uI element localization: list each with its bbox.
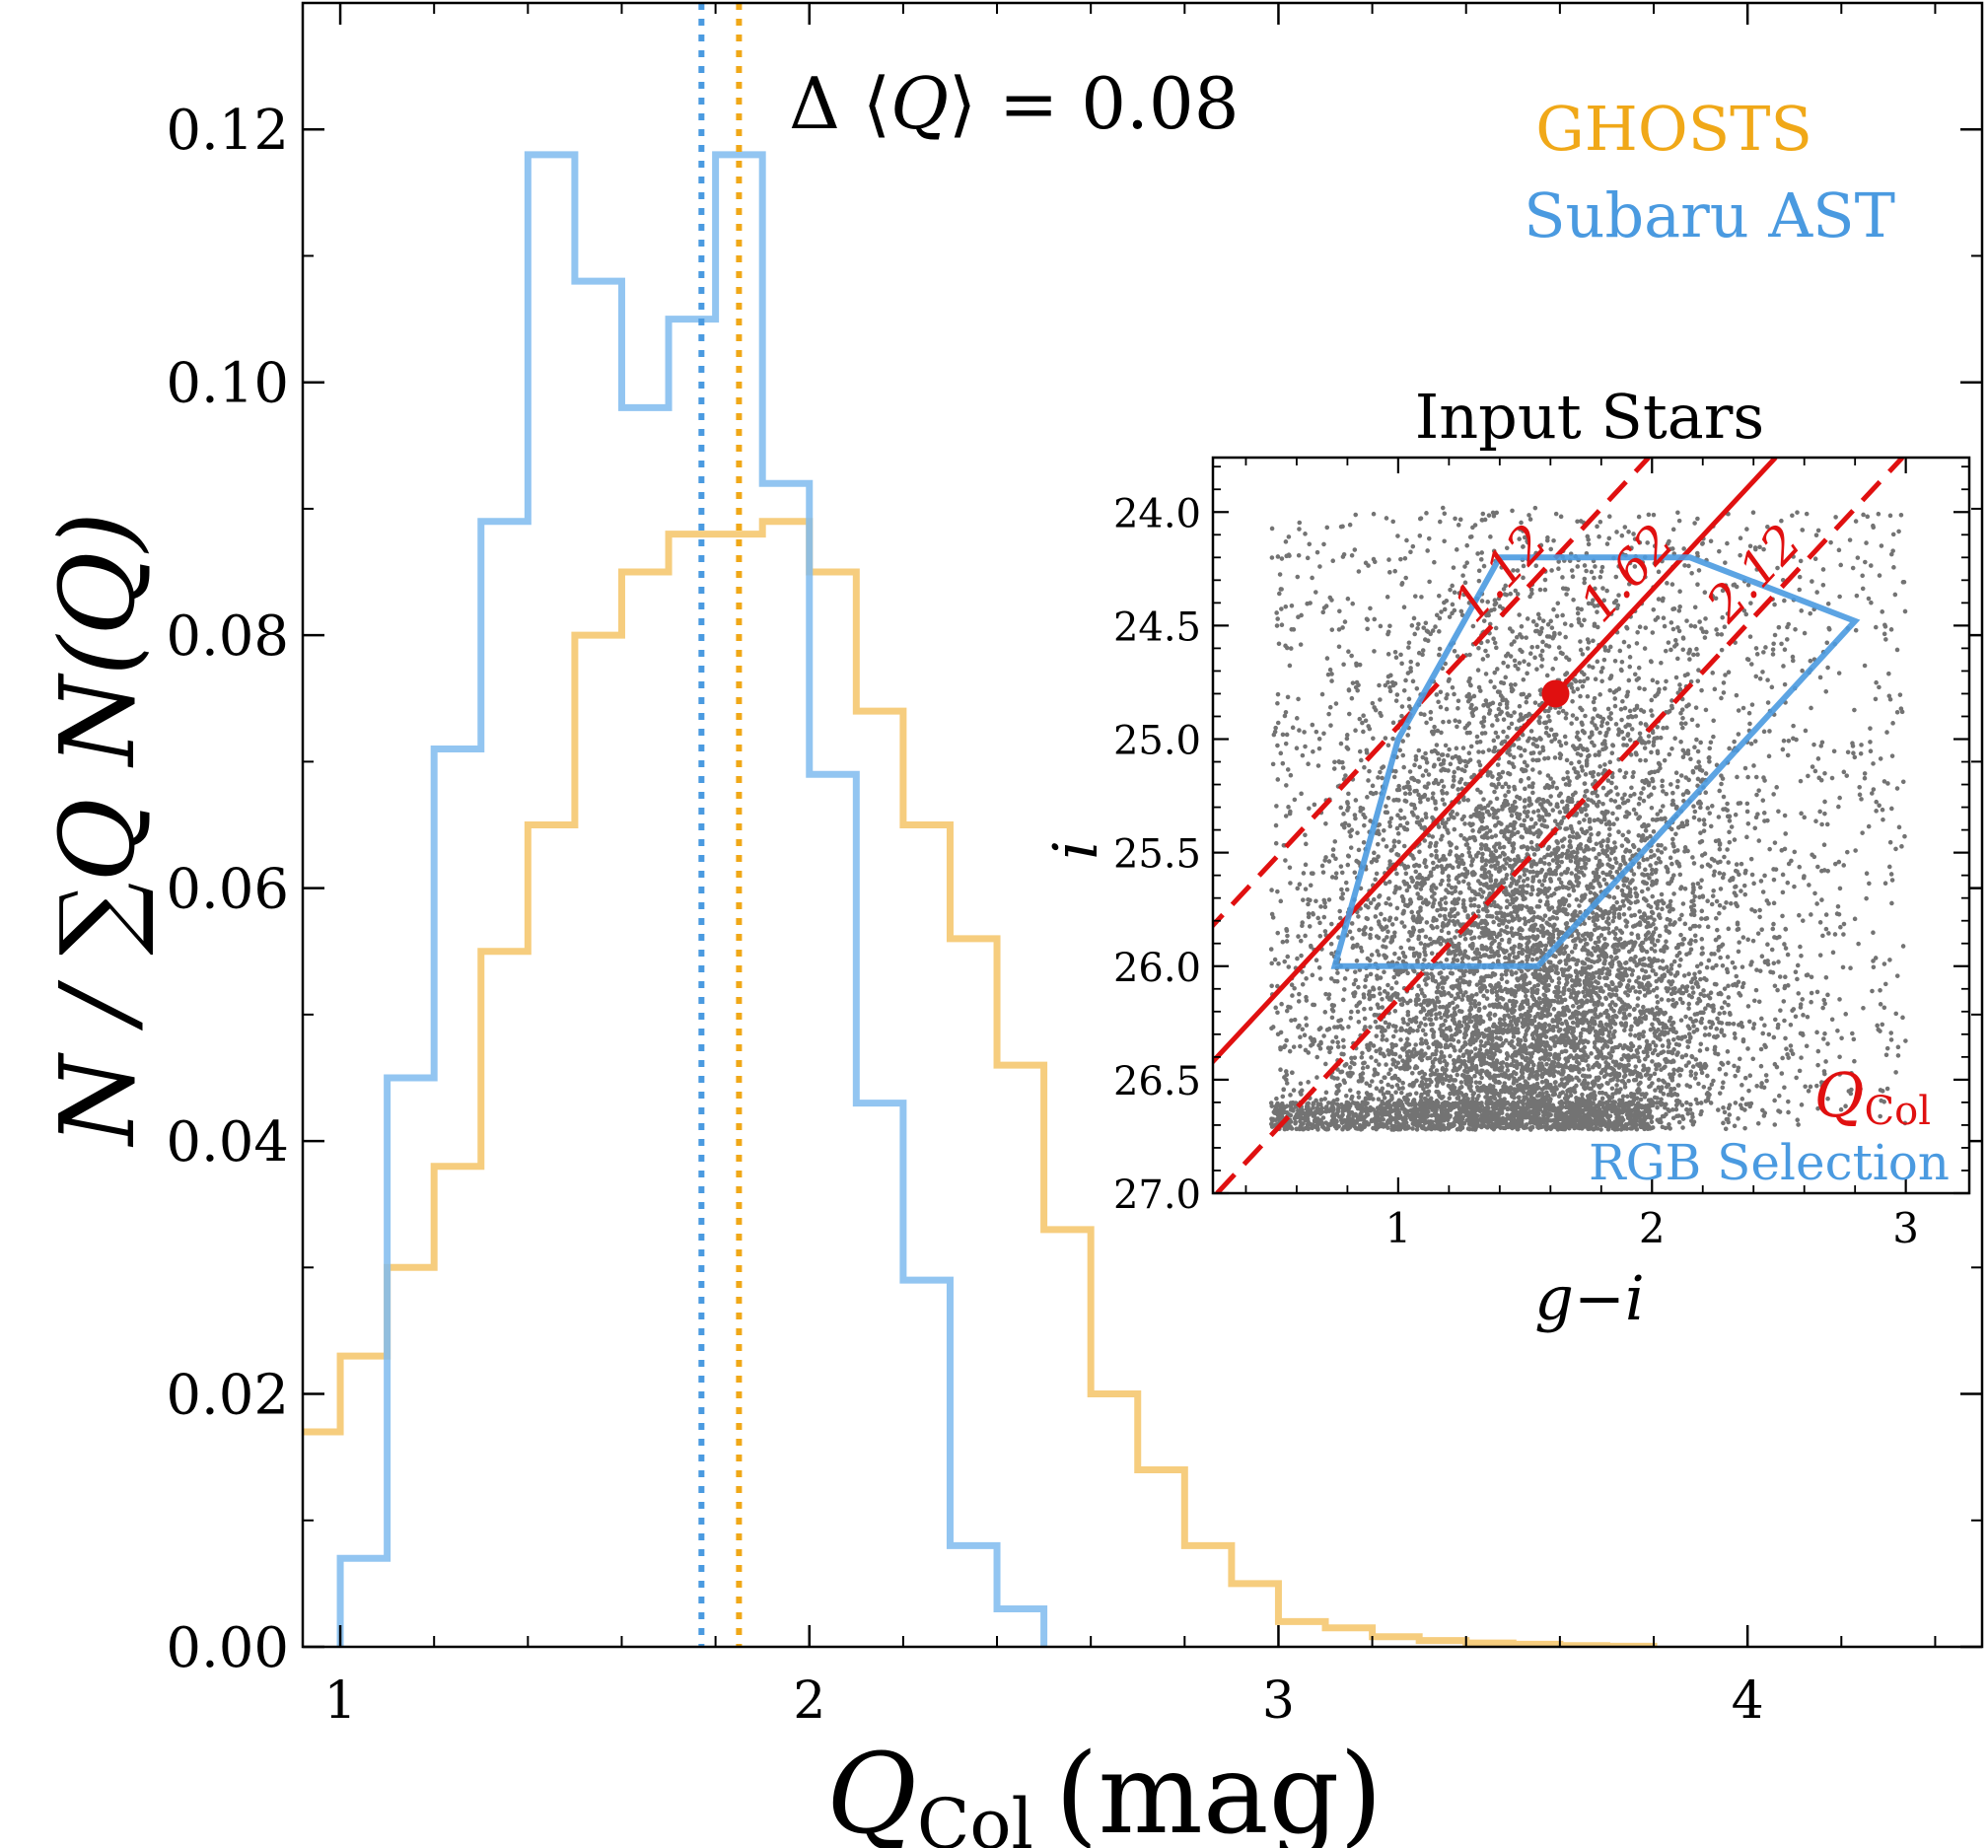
- inset-y-tick-label: 27.0: [1113, 1173, 1201, 1218]
- inset-frame: [1211, 456, 1971, 1195]
- y-tick-label: 0.02: [166, 1364, 289, 1428]
- qcol-point-marker: [1541, 679, 1570, 708]
- y-tick-label: 0.08: [166, 604, 289, 669]
- inset-legend-rgb: RGB Selection: [1589, 1134, 1950, 1191]
- x-label-symbol: Q: [826, 1731, 917, 1848]
- main-y-axis-label: N / ∑Q N(Q): [37, 512, 158, 1148]
- inset-title: Input Stars: [1415, 381, 1764, 453]
- rgb-selection-polygon: [1330, 554, 1861, 969]
- y-tick-label: 0.12: [166, 99, 289, 163]
- inset-y-tick-label: 26.5: [1113, 1059, 1201, 1104]
- inset-y-tick-label: 24.0: [1113, 491, 1201, 536]
- qcol-line-1-62: [1213, 458, 1778, 1066]
- inset-ticks: 1 2 3 24.0 24.5 25.0 25.5 26.0 26.5 27.0: [1113, 458, 1969, 1252]
- subaru-histogram-line: [336, 151, 1048, 1647]
- inset-x-axis-label: g−i: [1534, 1262, 1644, 1334]
- inset-y-tick-label: 25.0: [1113, 719, 1201, 764]
- x-label-unit: (mag): [1055, 1731, 1383, 1848]
- y-tick-label: 0.00: [166, 1616, 289, 1680]
- x-tick-label: 2: [793, 1671, 825, 1731]
- legend-qcol-symbol: Q: [1814, 1059, 1865, 1131]
- y-tick-label: 0.04: [166, 1110, 289, 1174]
- delta-prefix: Δ ⟨: [789, 62, 890, 145]
- inset-y-tick-label: 24.5: [1113, 604, 1201, 650]
- qcol-line-2-12: [1215, 458, 1905, 1193]
- main-frame: [301, 1, 1984, 1649]
- inset-x-tick-label: 3: [1892, 1204, 1919, 1252]
- legend-subaru: Subaru AST: [1524, 179, 1895, 251]
- x-tick-label: 4: [1732, 1671, 1764, 1731]
- qcol-line-1-12: [1213, 458, 1651, 929]
- inset-star-points: [1268, 505, 1908, 1132]
- star-points: [1268, 505, 1908, 1132]
- inset-y-tick-label: 26.0: [1113, 946, 1201, 991]
- x-label-subscript: Col: [917, 1784, 1033, 1848]
- inset-cmd: 1 2 324.024.525.025.526.026.527.0 1.12 1.62…: [1039, 381, 1971, 1334]
- main-ticks: 1 2 3 4 0.00 0.02 0.04 0.06 0.08 0.10 0.12: [166, 3, 1982, 1731]
- ghosts-histogram-line: [303, 518, 1658, 1647]
- y-tick-label: 0.10: [166, 352, 289, 416]
- legend-qcol-subscript: Col: [1865, 1089, 1931, 1134]
- inset-x-tick-label: 1: [1385, 1204, 1412, 1252]
- y-tick-label: 0.06: [166, 858, 289, 922]
- legend-ghosts: GHOSTS: [1535, 93, 1812, 165]
- inset-legend-qcol: QCol: [1814, 1059, 1931, 1134]
- inset-y-tick-label: 25.5: [1113, 832, 1201, 878]
- x-tick-label: 3: [1262, 1671, 1295, 1731]
- x-tick-label: 1: [324, 1671, 357, 1731]
- inset-y-axis-label: i: [1039, 840, 1111, 860]
- main-x-axis-label: QCol (mag): [826, 1731, 1383, 1848]
- inset-qcol-lines: [1213, 458, 1905, 1193]
- main-delta-annotation: Δ ⟨Q⟩ = 0.08: [789, 62, 1240, 145]
- inset-x-tick-label: 2: [1639, 1204, 1666, 1252]
- delta-suffix: ⟩ = 0.08: [949, 62, 1240, 145]
- delta-q-symbol: Q: [890, 62, 949, 145]
